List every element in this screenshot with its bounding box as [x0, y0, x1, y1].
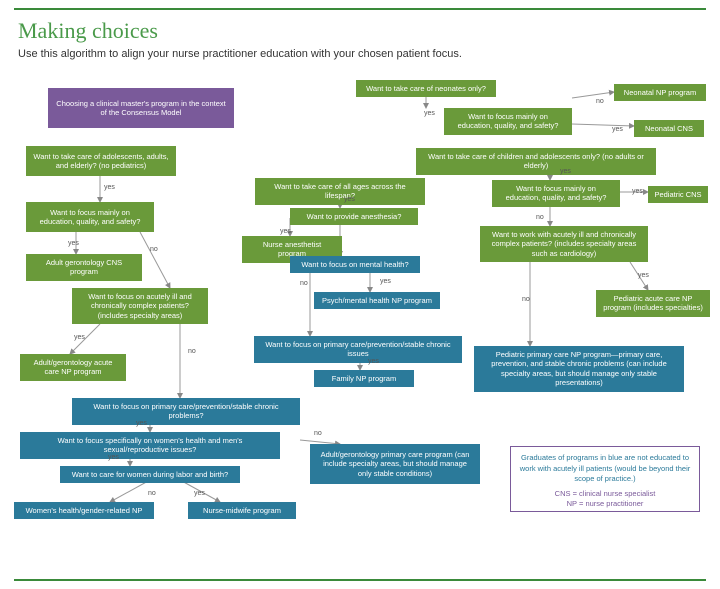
node-b2: Want to focus mainly on education, quali… — [26, 202, 154, 232]
edge-label-l16: yes — [424, 110, 435, 117]
node-c7: Family NP program — [314, 370, 414, 387]
node-d7: Pediatric CNS — [648, 186, 708, 203]
node-c2: Want to provide anesthesia? — [290, 208, 418, 225]
legend-np: NP = nurse practitioner — [567, 499, 644, 508]
node-d2: Want to focus mainly on education, quali… — [444, 108, 572, 135]
edge-label-l14: yes — [380, 278, 391, 285]
node-d6: Want to focus mainly on education, quali… — [492, 180, 620, 207]
node-c6: Want to focus on primary care/prevention… — [254, 336, 462, 363]
edge-label-l1: yes — [104, 184, 115, 191]
legend-box: Graduates of programs in blue are not ed… — [510, 446, 700, 512]
edge-label-l20: yes — [632, 188, 643, 195]
node-d3: Neonatal NP program — [614, 84, 706, 101]
edge-label-l2: yes — [68, 240, 79, 247]
node-d8: Want to work with acutely ill and chroni… — [480, 226, 648, 262]
node-d10: Pediatric primary care NP program—primar… — [474, 346, 684, 392]
legend-blue-note: Graduates of programs in blue are not ed… — [517, 453, 693, 485]
edge-label-l11: yes — [344, 196, 355, 203]
node-d1: Want to take care of neonates only? — [356, 80, 496, 97]
page-title: Making choices — [18, 18, 158, 44]
edge-label-l5: no — [188, 348, 196, 355]
edge-label-l8: no — [148, 490, 156, 497]
edge-label-l19: yes — [560, 168, 571, 175]
node-b7: Want to focus specifically on women's he… — [20, 432, 280, 459]
top-rule — [14, 8, 706, 10]
node-c1: Want to take care of all ages across the… — [255, 178, 425, 205]
edge-label-l23: no — [522, 296, 530, 303]
edge-label-l12: yes — [280, 228, 291, 235]
edge-label-l7: yes — [108, 454, 119, 461]
page-subtitle: Use this algorithm to align your nurse p… — [18, 48, 462, 60]
edge-label-l15: yes — [368, 358, 379, 365]
bottom-rule — [14, 579, 706, 581]
flowchart-canvas: Choosing a clinical master's program in … — [0, 68, 720, 573]
edge-label-l13: no — [300, 280, 308, 287]
edge-label-l17: no — [596, 98, 604, 105]
node-b3: Adult gerontology CNS program — [26, 254, 142, 281]
node-d5: Want to take care of children and adoles… — [416, 148, 656, 175]
node-c5: Psych/mental health NP program — [314, 292, 440, 309]
node-d4: Neonatal CNS — [634, 120, 704, 137]
edge-label-l4: yes — [74, 334, 85, 341]
node-d9: Pediatric acute care NP program (include… — [596, 290, 710, 317]
edge-label-l18: yes — [612, 126, 623, 133]
node-b6: Want to focus on primary care/prevention… — [72, 398, 300, 425]
node-b8: Want to care for women during labor and … — [60, 466, 240, 483]
node-b1: Want to take care of adolescents, adults… — [26, 146, 176, 176]
edge-label-l9: yes — [194, 490, 205, 497]
edge-label-l3: no — [150, 246, 158, 253]
edge-label-l10: no — [314, 430, 322, 437]
edge-label-l22: yes — [638, 272, 649, 279]
node-c4: Want to focus on mental health? — [290, 256, 420, 273]
node-b5: Adult/gerontology acute care NP program — [20, 354, 126, 381]
edge-label-l6: yes — [136, 420, 147, 427]
node-b9: Women's health/gender-related NP — [14, 502, 154, 519]
legend-cns: CNS = clinical nurse specialist — [555, 489, 656, 498]
node-intro: Choosing a clinical master's program in … — [48, 88, 234, 128]
edge-label-l21: no — [536, 214, 544, 221]
node-b10: Nurse-midwife program — [188, 502, 296, 519]
node-b4: Want to focus on acutely ill and chronic… — [72, 288, 208, 324]
node-b11: Adult/gerontology primary care program (… — [310, 444, 480, 484]
